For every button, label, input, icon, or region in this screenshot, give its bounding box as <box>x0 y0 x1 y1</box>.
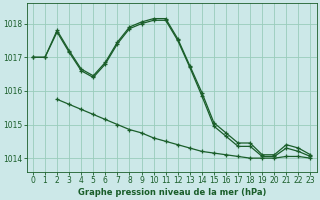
X-axis label: Graphe pression niveau de la mer (hPa): Graphe pression niveau de la mer (hPa) <box>77 188 266 197</box>
